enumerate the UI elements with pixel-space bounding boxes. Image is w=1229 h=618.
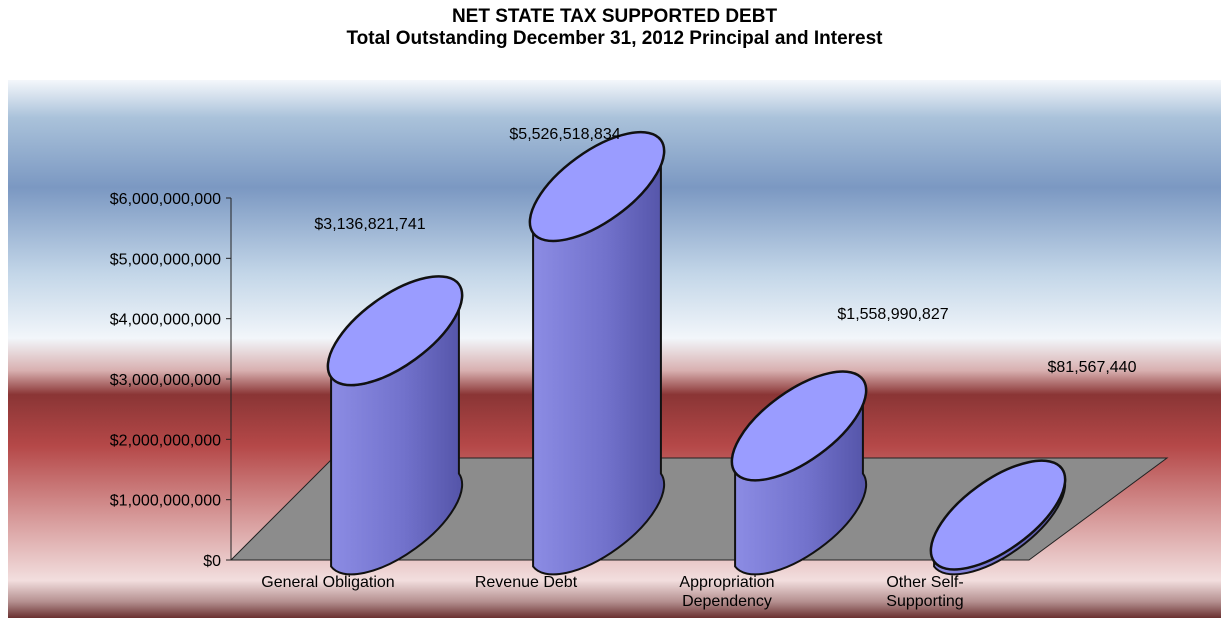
- chart-title-block: NET STATE TAX SUPPORTED DEBT Total Outst…: [0, 6, 1229, 50]
- data-label: $3,136,821,741: [314, 216, 425, 233]
- x-tick-label: Dependency: [682, 593, 772, 610]
- bar-top: [326, 275, 464, 387]
- bar-top: [929, 459, 1067, 571]
- bar-top: [528, 130, 666, 243]
- bar-top: [730, 370, 868, 482]
- data-label: $81,567,440: [1048, 359, 1137, 376]
- x-tick-label: Other Self-: [886, 574, 963, 591]
- chart-title: NET STATE TAX SUPPORTED DEBT: [451, 6, 778, 27]
- y-tick-label: $1,000,000,000: [110, 493, 221, 510]
- y-tick-label: $2,000,000,000: [110, 432, 221, 449]
- y-tick-label: $6,000,000,000: [110, 191, 221, 208]
- x-tick-label: Appropriation: [679, 574, 774, 591]
- y-tick-label: $4,000,000,000: [110, 312, 221, 329]
- x-tick-label: General Obligation: [261, 574, 394, 591]
- x-tick-label: Revenue Debt: [475, 574, 578, 591]
- chart-subtitle: Total Outstanding December 31, 2012 Prin…: [346, 28, 883, 49]
- x-tick-label: Supporting: [886, 593, 963, 610]
- y-tick-label: $5,000,000,000: [110, 251, 221, 268]
- y-tick-label: $3,000,000,000: [110, 372, 221, 389]
- y-tick-label: $0: [203, 553, 221, 570]
- data-label: $5,526,518,834: [509, 126, 620, 143]
- data-label: $1,558,990,827: [837, 306, 948, 323]
